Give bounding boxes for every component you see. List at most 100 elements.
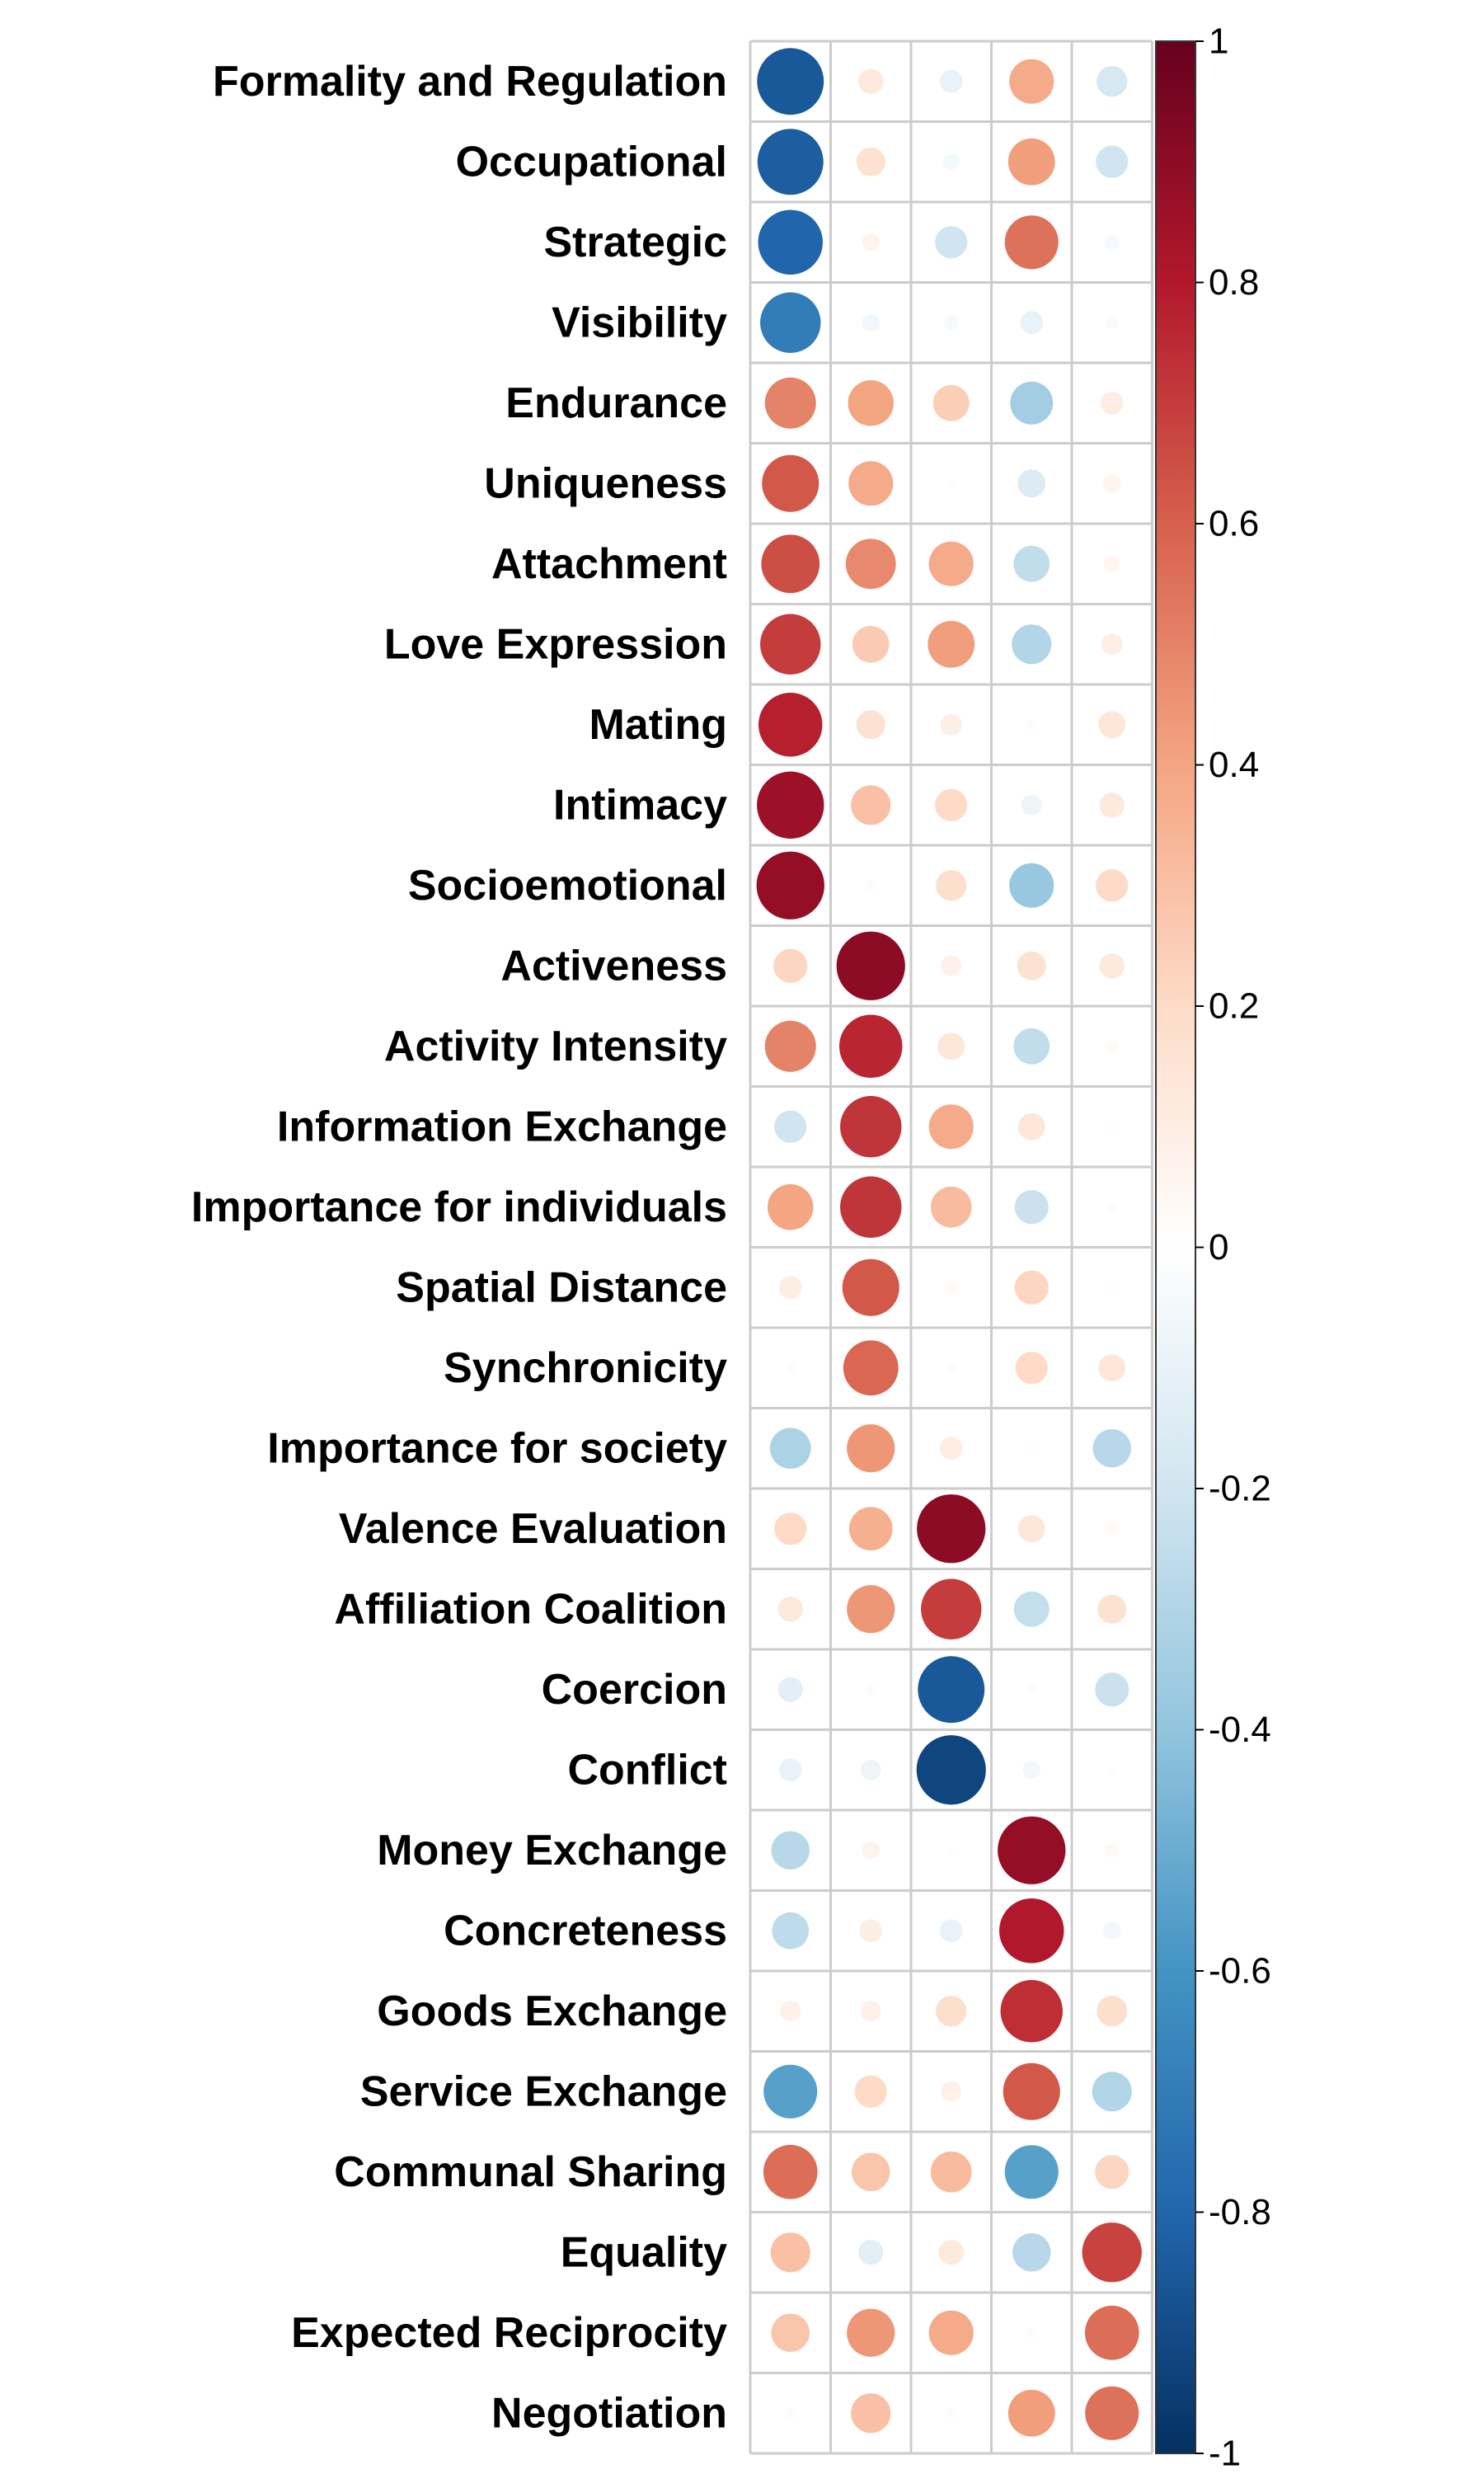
correlation-circle <box>1014 1190 1049 1225</box>
row-label: Attachment <box>491 540 727 588</box>
correlation-circle <box>1082 2222 1142 2283</box>
correlation-circle <box>1012 624 1052 665</box>
correlation-circle <box>769 1427 811 1470</box>
row-label: Mating <box>589 701 727 749</box>
correlation-circle <box>847 2308 895 2357</box>
correlation-circle <box>856 147 885 176</box>
row-label: Activeness <box>500 942 727 990</box>
correlation-circle <box>1017 1112 1045 1141</box>
correlation-circle <box>1100 391 1124 415</box>
correlation-circle <box>1004 2145 1059 2199</box>
correlation-circle <box>928 1104 974 1150</box>
correlation-circle <box>1027 1444 1036 1452</box>
row-label: Visibility <box>552 299 727 346</box>
correlation-circle <box>1026 2327 1037 2338</box>
correlation-circle <box>771 2313 810 2352</box>
row-label: Concreteness <box>444 1907 727 1954</box>
correlation-circle <box>851 785 891 825</box>
correlation-circle <box>1004 215 1059 270</box>
correlation-circle <box>1013 1591 1050 1627</box>
correlation-circle <box>1098 1354 1126 1382</box>
row-label: Endurance <box>505 379 727 427</box>
correlation-circle <box>852 625 890 663</box>
correlation-circle <box>999 1898 1064 1964</box>
correlation-circle <box>1101 633 1123 656</box>
correlation-circle <box>780 2001 801 2022</box>
correlation-circle <box>851 2393 891 2434</box>
correlation-circle <box>928 620 975 668</box>
correlation-circle <box>946 1362 956 1373</box>
correlation-circle <box>842 1258 899 1316</box>
correlation-circle <box>763 2064 818 2119</box>
correlation-circle <box>1020 311 1044 335</box>
correlation-circle <box>764 1020 816 1072</box>
correlation-circle <box>945 1281 958 1294</box>
correlation-circle <box>936 1996 967 2027</box>
correlation-circle <box>947 479 956 487</box>
correlation-circle <box>854 2075 887 2108</box>
correlation-circle <box>1022 1761 1040 1779</box>
correlation-circle <box>778 1758 802 1782</box>
row-label: Communal Sharing <box>334 2148 727 2196</box>
row-label: Negotiation <box>491 2389 727 2437</box>
correlation-circle <box>1098 711 1126 739</box>
correlation-circle <box>1104 234 1120 250</box>
colorbar-tick-label: -0.6 <box>1209 1951 1271 1992</box>
correlation-circle <box>862 233 880 252</box>
correlation-circle <box>921 1578 982 1639</box>
correlation-circle <box>1012 2233 1051 2272</box>
correlation-circle <box>860 1759 881 1780</box>
correlation-circle <box>1003 2062 1060 2120</box>
correlation-circle <box>856 710 885 740</box>
correlation-circle <box>756 851 824 920</box>
correlation-circle <box>1092 1429 1131 1468</box>
correlation-circle <box>1017 1515 1045 1543</box>
correlation-circle <box>1097 66 1128 97</box>
correlation-circle <box>760 292 821 353</box>
correlation-circle <box>1103 555 1120 572</box>
correlation-circle <box>866 1684 876 1695</box>
row-label: Goods Exchange <box>377 1987 727 2035</box>
correlation-circle <box>770 2232 810 2273</box>
correlation-circle <box>836 931 905 1000</box>
correlation-circle <box>763 2144 818 2199</box>
correlation-circle <box>761 534 820 594</box>
row-label: Formality and Regulation <box>213 58 727 106</box>
colorbar-tick-label: -0.2 <box>1209 1469 1271 1509</box>
correlation-circle <box>1009 59 1054 104</box>
correlation-circle <box>762 454 819 512</box>
correlation-circle <box>1108 1283 1116 1291</box>
colorbar-tick-label: -0.8 <box>1209 2192 1271 2232</box>
correlation-circle <box>1108 1766 1116 1774</box>
correlation-circle <box>848 1507 893 1551</box>
correlation-circle <box>847 1585 895 1634</box>
correlation-circle <box>942 153 960 171</box>
colorbar-tick-label: -1 <box>1209 2434 1241 2474</box>
correlation-circle <box>1017 469 1046 498</box>
correlation-circle <box>840 1096 902 1158</box>
colorbar-tick-label: -0.4 <box>1209 1710 1271 1750</box>
correlation-circle <box>1092 2072 1132 2112</box>
correlation-circle <box>1108 1122 1116 1131</box>
correlation-circle <box>839 1014 903 1078</box>
correlation-circle <box>1097 1996 1128 2027</box>
correlation-circle <box>860 2001 881 2022</box>
correlation-circle <box>866 880 876 891</box>
correlation-circle <box>1106 1522 1119 1536</box>
correlation-circle <box>1014 1270 1049 1305</box>
correlation-circle <box>917 1494 986 1564</box>
row-label: Strategic <box>543 219 727 266</box>
colorbar-tick-label: 0.6 <box>1209 504 1259 544</box>
correlation-circle <box>1084 2305 1139 2360</box>
colorbar-gradient <box>1156 41 1195 2453</box>
correlation-circle <box>1103 1921 1121 1940</box>
row-label: Uniqueness <box>484 459 727 507</box>
correlation-circle <box>1007 2389 1055 2437</box>
correlation-circle <box>771 1831 810 1870</box>
correlation-circles <box>756 48 1142 2440</box>
correlation-circle <box>941 955 962 976</box>
correlation-circle <box>858 68 884 94</box>
row-label: Socioemotional <box>408 862 727 910</box>
correlation-circle <box>768 1184 814 1230</box>
